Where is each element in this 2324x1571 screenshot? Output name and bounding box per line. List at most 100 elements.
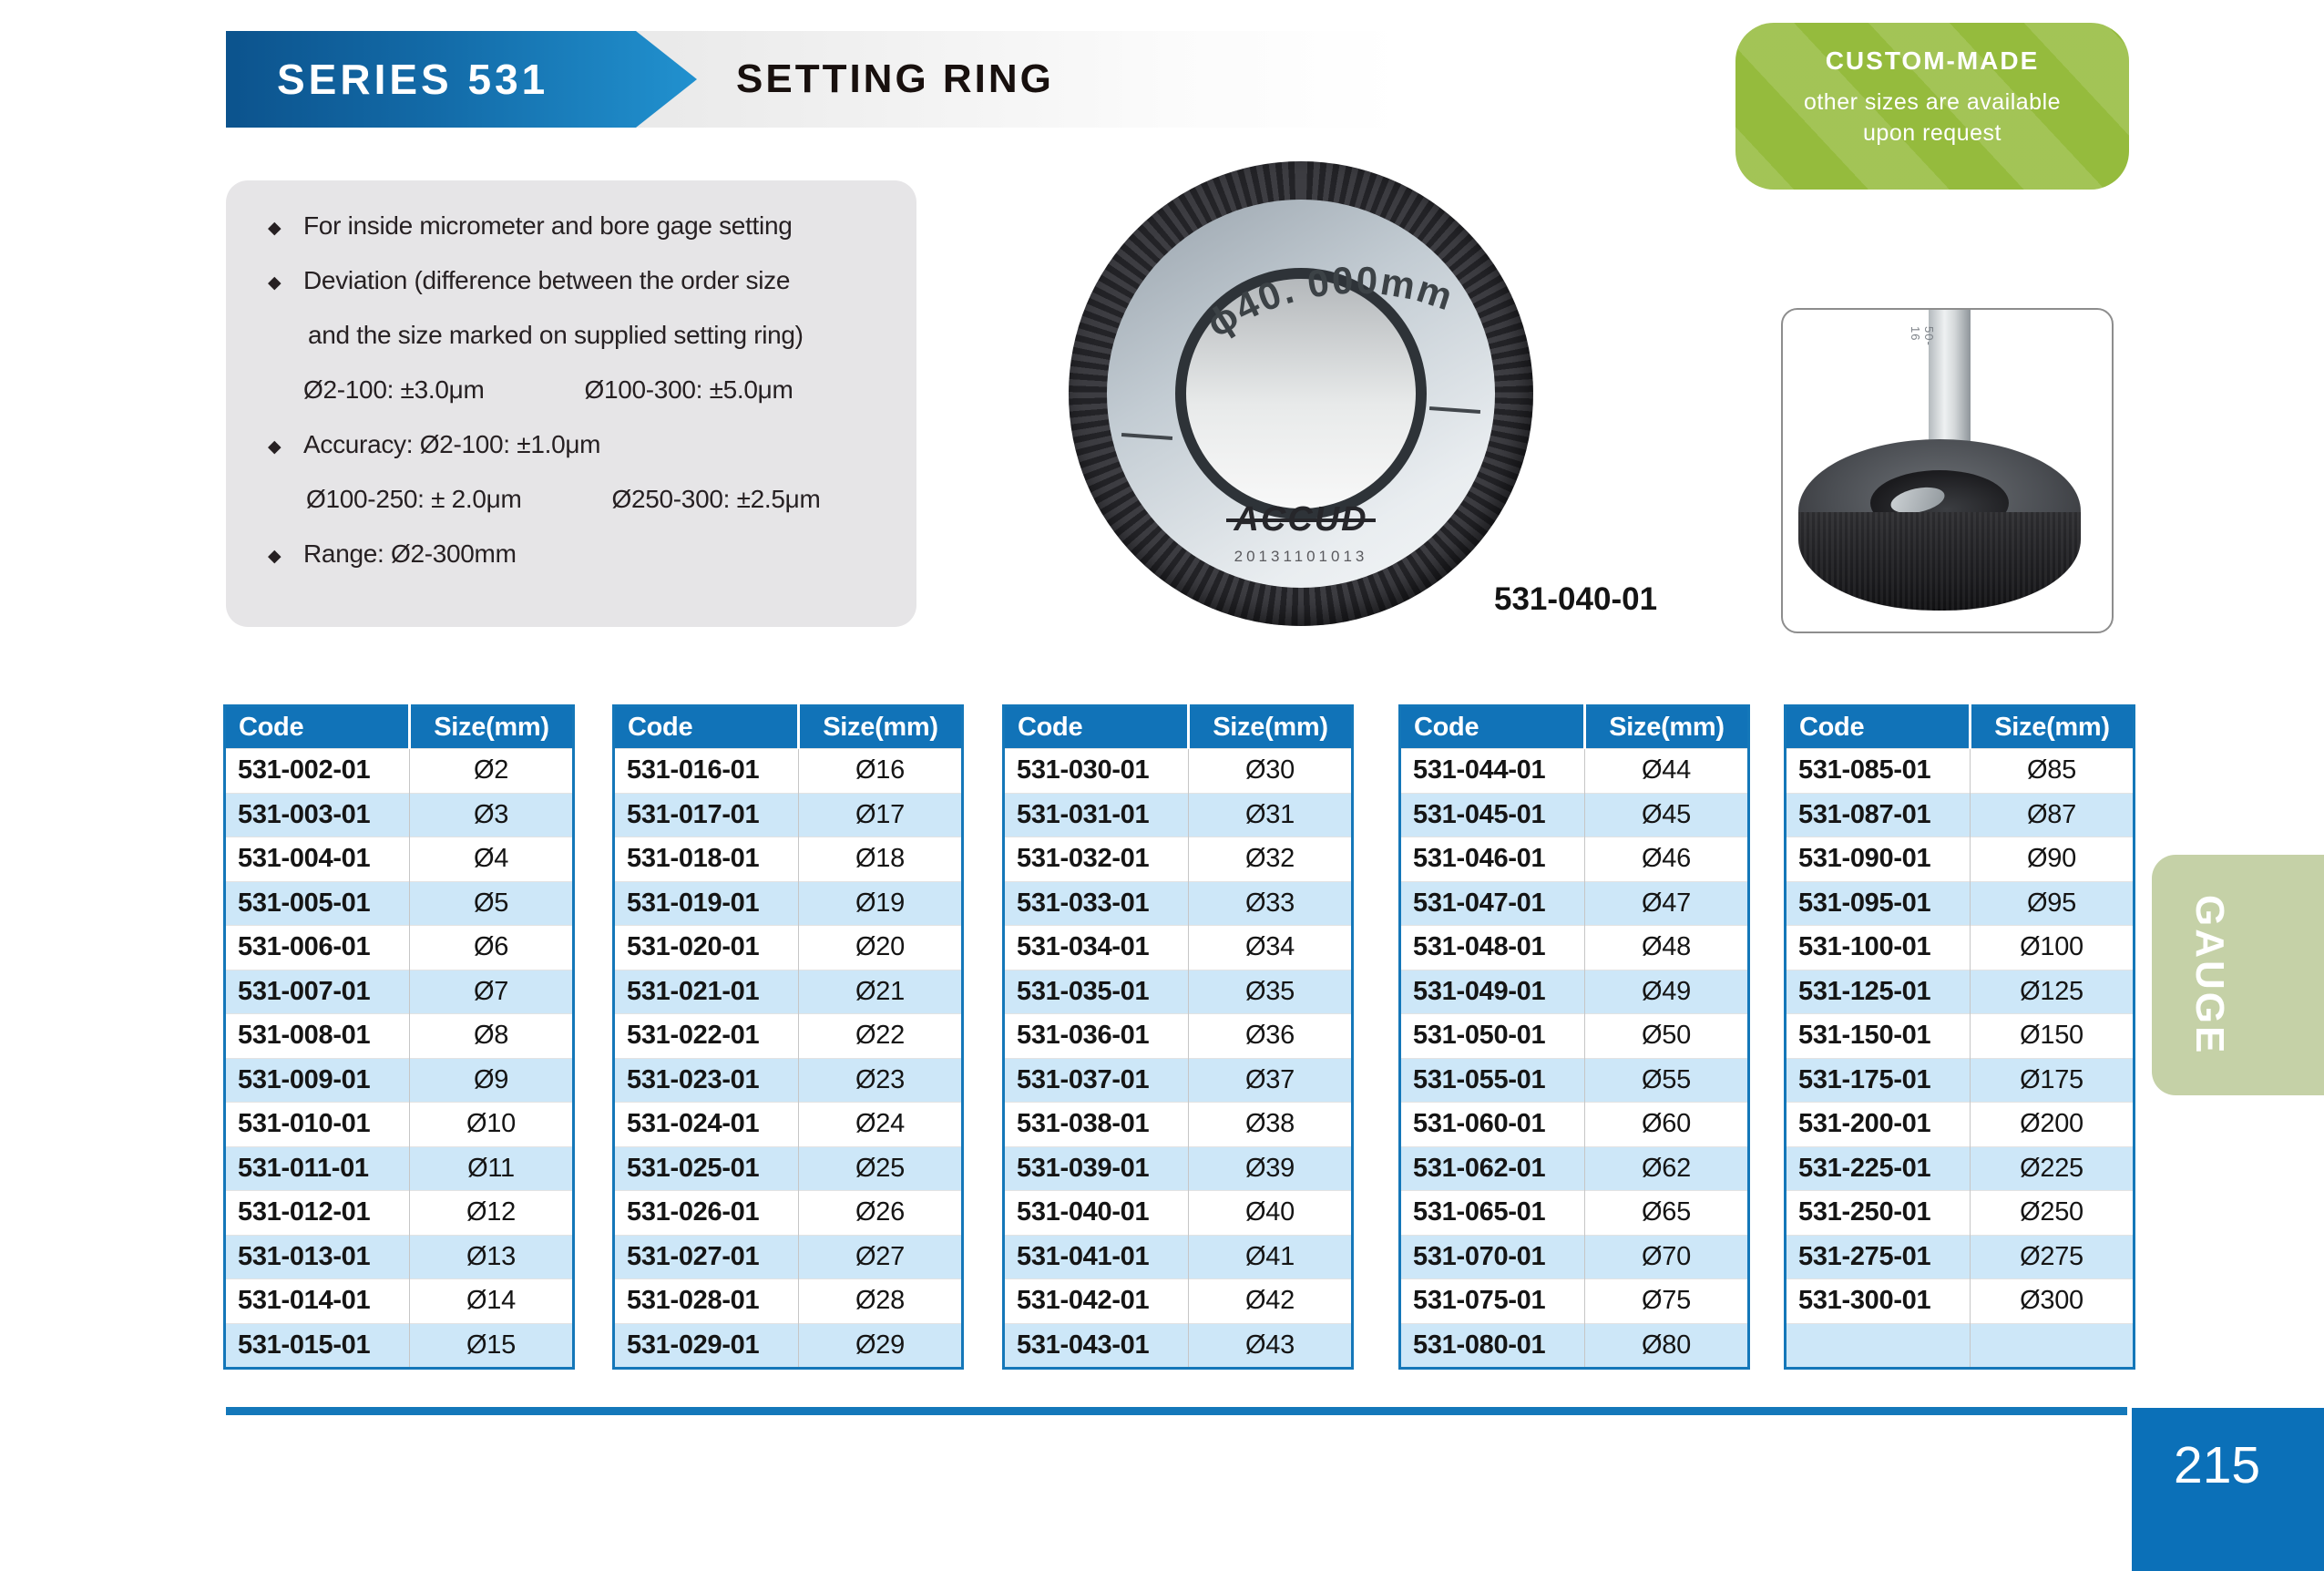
- table-row: 531-028-01 Ø28: [613, 1278, 963, 1323]
- size-cell: Ø65: [1584, 1190, 1749, 1235]
- table-row: 531-012-01 Ø12: [224, 1190, 574, 1235]
- size-cell: Ø16: [798, 748, 963, 793]
- size-cell: Ø25: [798, 1145, 963, 1191]
- size-cell: Ø19: [798, 880, 963, 926]
- code-cell: 531-007-01: [224, 969, 410, 1014]
- size-table-3-wrap: Code Size(mm) 531-030-01 Ø30 531-031-01 Ø31 53…: [1002, 704, 1354, 1370]
- table-row: 531-015-01 Ø15: [224, 1322, 574, 1369]
- code-cell: 531-020-01: [613, 925, 799, 970]
- code-cell: 531-060-01: [1399, 1102, 1585, 1146]
- table-row: 531-062-01 Ø62: [1399, 1145, 1749, 1191]
- code-cell: 531-003-01: [224, 792, 410, 837]
- size-cell: Ø35: [1188, 969, 1353, 1014]
- series-arrow-shape: [226, 31, 697, 128]
- table-row: 531-011-01 Ø11: [224, 1145, 574, 1191]
- ring-serial-number: 20131101013: [1234, 548, 1368, 565]
- page-title: SETTING RING: [736, 56, 1054, 101]
- table-row: 531-275-01 Ø275: [1785, 1234, 2135, 1279]
- table-row: 531-044-01 Ø44: [1399, 748, 1749, 793]
- code-cell: 531-014-01: [224, 1278, 410, 1323]
- size-cell: Ø45: [1584, 792, 1749, 837]
- table-row: 531-045-01 Ø45: [1399, 792, 1749, 837]
- table-row: 531-022-01 Ø22: [613, 1013, 963, 1058]
- ring-code-label: 531-040-01: [1494, 581, 1658, 617]
- size-cell: Ø18: [798, 837, 963, 881]
- code-cell: 531-011-01: [224, 1145, 410, 1191]
- code-cell: 531-032-01: [1003, 837, 1189, 881]
- size-cell: Ø31: [1188, 792, 1353, 837]
- header-banner: SERIES 531 SETTING RING: [226, 31, 1403, 128]
- feature-line: Ø100-250: ± 2.0μm Ø250-300: ±2.5μm: [226, 485, 916, 514]
- feature-text: and the size marked on supplied setting …: [308, 321, 804, 349]
- size-cell: Ø11: [409, 1145, 574, 1191]
- table-row: 531-065-01 Ø65: [1399, 1190, 1749, 1235]
- code-cell: 531-055-01: [1399, 1057, 1585, 1103]
- feature-line: ◆ Range: Ø2-300mm: [226, 539, 916, 569]
- size-cell: Ø40: [1188, 1190, 1353, 1235]
- diamond-bullet-icon: ◆: [268, 273, 282, 293]
- table-row: 531-030-01 Ø30: [1003, 748, 1353, 793]
- feature-line: ◆ Accuracy: Ø2-100: ±1.0μm: [226, 430, 916, 459]
- ring-marking-arc: ϕ40. 000mm: [1199, 259, 1458, 345]
- size-column-header: Size(mm): [409, 705, 574, 749]
- size-table-5: Code Size(mm) 531-085-01 Ø85 531-087-01 Ø87 53…: [1784, 704, 2135, 1370]
- code-column-header: Code: [1003, 705, 1190, 749]
- size-cell: Ø80: [1584, 1322, 1749, 1369]
- size-cell: Ø20: [798, 925, 963, 970]
- table-row: 531-005-01 Ø5: [224, 880, 574, 926]
- size-cell: Ø42: [1188, 1278, 1353, 1323]
- size-table-2: Code Size(mm) 531-016-01 Ø16 531-017-01 Ø17 53…: [612, 704, 964, 1370]
- size-cell: Ø49: [1584, 969, 1749, 1014]
- table-row: 531-021-01 Ø21: [613, 969, 963, 1014]
- size-cell: Ø75: [1584, 1278, 1749, 1323]
- table-row: 531-060-01 Ø60: [1399, 1102, 1749, 1146]
- feature-value: Ø2-100: ±3.0μm: [303, 375, 485, 404]
- code-cell: 531-012-01: [224, 1190, 410, 1235]
- size-cell: Ø10: [409, 1102, 574, 1146]
- size-cell: Ø33: [1188, 880, 1353, 926]
- code-cell: 531-049-01: [1399, 969, 1585, 1014]
- page-number-box: 215: [2132, 1408, 2324, 1571]
- size-cell: Ø23: [798, 1057, 963, 1103]
- table-row: 531-017-01 Ø17: [613, 792, 963, 837]
- code-cell: 531-028-01: [613, 1278, 799, 1323]
- table-row: 531-032-01 Ø32: [1003, 837, 1353, 881]
- table-row: 531-006-01 Ø6: [224, 925, 574, 970]
- table-row: 531-014-01 Ø14: [224, 1278, 574, 1323]
- size-column-header: Size(mm): [1188, 705, 1353, 749]
- size-cell: Ø15: [409, 1322, 574, 1369]
- feature-value: Ø100-250: ± 2.0μm: [306, 485, 522, 513]
- size-cell: Ø36: [1188, 1013, 1353, 1058]
- code-cell: 531-070-01: [1399, 1234, 1585, 1279]
- table-row: 531-200-01 Ø200: [1785, 1102, 2135, 1146]
- code-cell: 531-075-01: [1399, 1278, 1585, 1323]
- size-cell: Ø9: [409, 1057, 574, 1103]
- code-cell: 531-027-01: [613, 1234, 799, 1279]
- code-cell: [1785, 1322, 1971, 1369]
- code-cell: 531-090-01: [1785, 837, 1971, 881]
- size-cell: Ø24: [798, 1102, 963, 1146]
- size-cell: Ø22: [798, 1013, 963, 1058]
- code-cell: 531-175-01: [1785, 1057, 1971, 1103]
- size-table-4: Code Size(mm) 531-044-01 Ø44 531-045-01 Ø45 53…: [1398, 704, 1750, 1370]
- table-row: 531-004-01 Ø4: [224, 837, 574, 881]
- code-cell: 531-025-01: [613, 1145, 799, 1191]
- code-cell: 531-125-01: [1785, 969, 1971, 1014]
- code-cell: 531-200-01: [1785, 1102, 1971, 1146]
- table-row: 531-029-01 Ø29: [613, 1322, 963, 1369]
- table-row: 531-010-01 Ø10: [224, 1102, 574, 1146]
- code-cell: 531-048-01: [1399, 925, 1585, 970]
- badge-line2: upon request: [1863, 120, 2002, 146]
- feature-line: Ø2-100: ±3.0μm Ø100-300: ±5.0μm: [226, 375, 916, 405]
- size-cell: Ø12: [409, 1190, 574, 1235]
- table-row: 531-025-01 Ø25: [613, 1145, 963, 1191]
- table-row: 531-046-01 Ø46: [1399, 837, 1749, 881]
- table-row: 531-250-01 Ø250: [1785, 1190, 2135, 1235]
- code-cell: 531-085-01: [1785, 748, 1971, 793]
- table-row: 531-013-01 Ø13: [224, 1234, 574, 1279]
- table-row: 531-050-01 Ø50: [1399, 1013, 1749, 1058]
- badge-title: CUSTOM-MADE: [1825, 46, 2040, 75]
- tab-gauge-section[interactable]: GAUGE: [2152, 855, 2324, 1095]
- size-cell: Ø85: [1970, 748, 2135, 793]
- size-table-5-wrap: Code Size(mm) 531-085-01 Ø85 531-087-01 Ø87 53…: [1784, 704, 2135, 1370]
